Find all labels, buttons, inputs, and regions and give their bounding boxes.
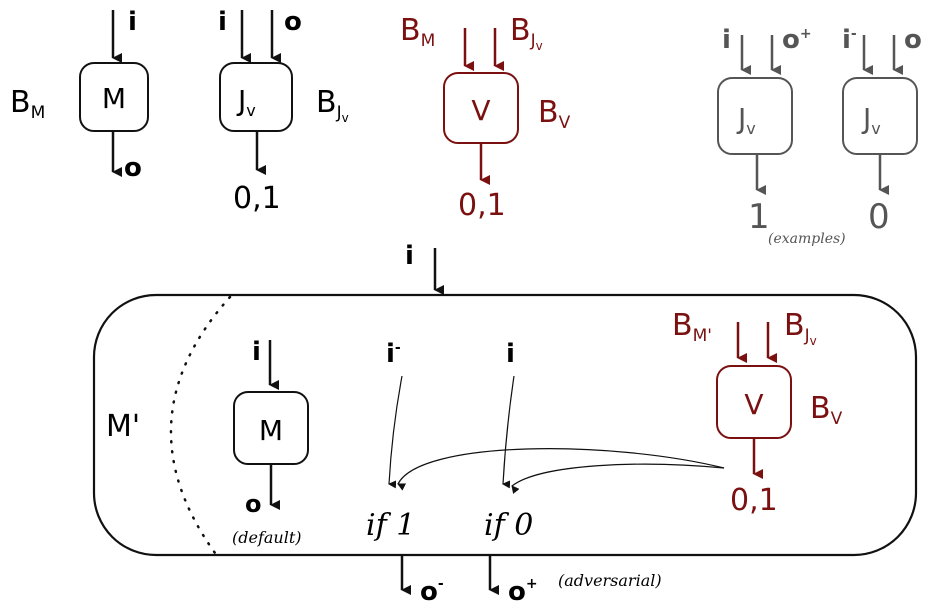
default-caption: (default)	[232, 528, 302, 547]
i-minus-label: i-	[386, 339, 401, 369]
budget-BM-label: BM	[400, 13, 435, 51]
M-prime-label: M'	[106, 409, 140, 444]
output-01-label: 0,1	[233, 181, 281, 216]
verifier-V: BM BJv V BV 0,1	[400, 13, 571, 223]
inner-input-i-label: i	[252, 337, 261, 367]
judge-example-2-box	[842, 77, 918, 155]
input-i-label: i	[128, 7, 137, 37]
verifier-V-label: V	[471, 94, 490, 127]
inner-budget-BJ-label: BJv	[784, 308, 817, 348]
output-0-label: 0	[868, 197, 890, 237]
adversarial-caption: (adversarial)	[558, 571, 662, 590]
V-to-if1-arrow	[397, 448, 725, 491]
budget-BJ-label: BJv	[510, 13, 543, 53]
inner-output-o-label: o	[245, 490, 262, 518]
machine-M: i BM M o	[10, 7, 149, 183]
input-o-plus-label: o+	[782, 25, 812, 55]
judge-examples: i o+ Jv 1 (examples) i- o Jv 0	[717, 25, 922, 247]
judge-J-label: Jv	[236, 84, 256, 120]
dotted-boundary	[169, 295, 232, 555]
judge-label: Jv	[736, 102, 756, 138]
budget-BJ-label: BJv	[316, 85, 349, 125]
top-input-i-label: i	[405, 241, 414, 271]
if0-label: if 0	[484, 508, 533, 543]
inner-V-output-01-label: 0,1	[730, 483, 778, 518]
output-o-minus-label: o-	[420, 576, 444, 607]
V-to-if0-arrow	[511, 463, 725, 494]
machine-M-label: M	[102, 82, 126, 115]
M-prime-container	[92, 293, 918, 557]
budget-BV-label: BV	[538, 95, 571, 133]
inner-budget-BV-label: BV	[810, 391, 843, 429]
output-1-label: 1	[748, 197, 770, 237]
input-o-label: o	[904, 25, 922, 55]
examples-caption: (examples)	[768, 231, 846, 247]
machine-M-prime: i M' i M o (default) i- i if 1 if 0 BM' …	[92, 241, 918, 557]
output-01-label: 0,1	[458, 188, 506, 223]
i-label: i	[506, 339, 515, 369]
output-o-label: o	[124, 153, 142, 183]
budget-B-label: BM	[10, 85, 45, 123]
if1-label: if 1	[366, 508, 415, 543]
judge-label: Jv	[861, 102, 881, 138]
M-prime-outputs: o- o+ (adversarial)	[400, 556, 662, 607]
input-i-label: i	[722, 25, 731, 55]
output-o-plus-label: o+	[508, 576, 538, 607]
inner-V-label: V	[744, 388, 763, 421]
inner-M-label: M	[259, 414, 283, 447]
i-minus-arrow	[388, 375, 403, 489]
input-i-minus-label: i-	[842, 25, 857, 55]
judge-example-1-box	[717, 77, 793, 155]
judge-J: i o Jv BJv 0,1	[218, 7, 349, 216]
i-arrow	[502, 375, 515, 489]
inner-budget-BM-prime-label: BM'	[672, 308, 712, 346]
judge-J-box	[219, 62, 293, 132]
input-o-label: o	[284, 7, 302, 37]
input-i-label: i	[218, 7, 227, 37]
